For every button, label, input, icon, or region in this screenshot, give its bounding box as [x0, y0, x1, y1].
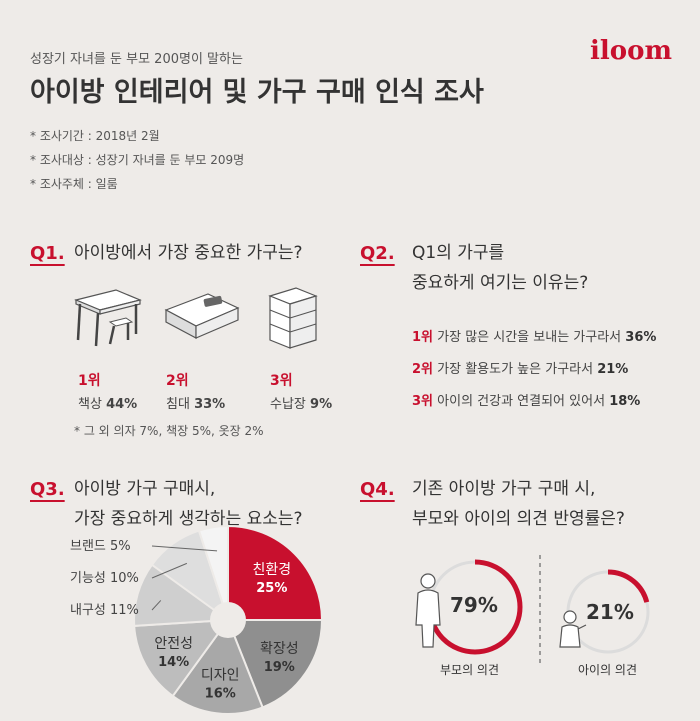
- q1-question: 아이방에서 가장 중요한 가구는?: [74, 243, 303, 263]
- q3-number: Q3.: [30, 479, 65, 500]
- q1-item-2: 침대 33%: [166, 397, 226, 412]
- pie-category-label-1: 친환경: [253, 562, 292, 578]
- q1-rank-3: 3위: [270, 373, 293, 389]
- parent-percent: 79%: [450, 593, 498, 617]
- q3-question-line2: 가장 중요하게 생각하는 요소는?: [74, 509, 303, 529]
- q2-question-line2: 중요하게 여기는 이유는?: [412, 273, 589, 293]
- pie-leader-line-5: [151, 600, 162, 611]
- child-opinion-label: 아이의 의견: [578, 663, 638, 677]
- pie-slice-1: [227, 524, 324, 621]
- pie-value-label-4: 14%: [158, 655, 189, 670]
- pie-slice-5: [133, 563, 231, 627]
- pie-leader-line-6: [151, 562, 188, 579]
- pie-outer-label-7: 브랜드 5%: [70, 539, 131, 554]
- pie-slice-3: [171, 617, 264, 715]
- survey-period: * 조사기간 : 2018년 2월: [30, 129, 160, 143]
- pie-outer-label-5: 내구성 11%: [70, 603, 139, 618]
- pie-value-label-1: 25%: [256, 581, 287, 596]
- q4-number: Q4.: [360, 479, 395, 500]
- q2-reason-1: 1위 가장 많은 시간을 보내는 가구라서 36%: [412, 330, 657, 345]
- q1-item-1: 책상 44%: [78, 397, 138, 412]
- pie-slice-2: [226, 619, 324, 709]
- parent-figure-icon: [415, 573, 441, 648]
- storage-cabinet-icon: [268, 287, 318, 349]
- opinion-rings: [415, 555, 651, 667]
- pie-slice-7: [197, 524, 229, 621]
- q1-item-3: 수납장 9%: [270, 397, 333, 412]
- parent-opinion-label: 부모의 의견: [440, 663, 500, 677]
- iloom-logo: iloom: [590, 36, 672, 66]
- child-ring-arc: [565, 569, 651, 655]
- q2-number: Q2.: [360, 243, 395, 264]
- desk-chair-icon: [74, 289, 142, 347]
- child-percent: 21%: [586, 600, 634, 624]
- q3-question-line1: 아이방 가구 구매시,: [74, 479, 216, 499]
- pie-category-label-4: 안전성: [154, 636, 193, 652]
- bed-icon: [164, 293, 240, 339]
- pie-outer-label-6: 기능성 10%: [70, 571, 139, 586]
- pie-value-label-3: 16%: [205, 687, 236, 702]
- pie-leader-line-7: [151, 545, 218, 552]
- survey-target: * 조사대상 : 성장기 자녀를 둔 부모 209명: [30, 153, 245, 167]
- pie-category-label-2: 확장성: [260, 641, 299, 657]
- page-title: 아이방 인테리어 및 가구 구매 인식 조사: [30, 77, 484, 108]
- q4-question-line1: 기존 아이방 가구 구매 시,: [412, 479, 596, 499]
- q4-question-line2: 부모와 아이의 의견 반영률은?: [412, 509, 625, 529]
- pie-category-label-3: 디자인: [201, 668, 240, 684]
- q1-rank-1: 1위: [78, 373, 101, 389]
- pie-center: [210, 602, 246, 638]
- pie-slice-4: [133, 618, 231, 698]
- q2-question-line1: Q1의 가구를: [412, 243, 505, 263]
- subtitle: 성장기 자녀를 둔 부모 200명이 말하는: [30, 52, 243, 67]
- child-figure-icon: [559, 610, 587, 648]
- q2-reason-2: 2위 가장 활용도가 높은 가구라서 21%: [412, 362, 629, 377]
- q1-rank-2: 2위: [166, 373, 189, 389]
- purchase-factor-pie-chart: 친환경 25% 확장성 19% 디자인 16% 안전성 14% 내구성 11% 기능성 10% 브랜…: [70, 524, 324, 715]
- q2-reason-3: 3위 아이의 건강과 연결되어 있어서 18%: [412, 394, 641, 409]
- q1-number: Q1.: [30, 243, 65, 264]
- q1-note: * 그 외 의자 7%, 책장 5%, 옷장 2%: [74, 424, 264, 438]
- pie-value-label-2: 19%: [264, 660, 295, 675]
- survey-organizer: * 조사주체 : 일룸: [30, 177, 118, 191]
